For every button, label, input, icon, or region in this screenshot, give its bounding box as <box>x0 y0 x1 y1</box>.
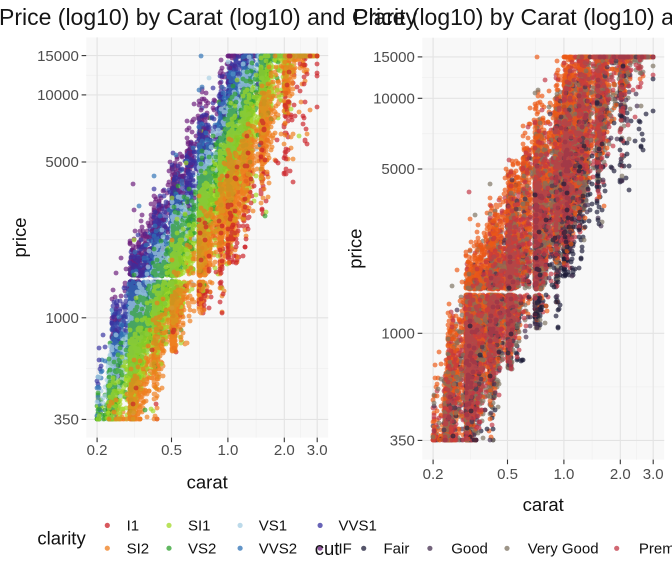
svg-text:15000: 15000 <box>37 48 79 65</box>
svg-text:cut: cut <box>315 538 340 559</box>
svg-text:IF: IF <box>339 540 352 557</box>
svg-text:VVS1: VVS1 <box>339 518 377 535</box>
svg-text:Price (log10) by Carat (log10): Price (log10) by Carat (log10) and Cut <box>353 4 672 30</box>
svg-text:1000: 1000 <box>45 310 78 327</box>
svg-text:0.5: 0.5 <box>497 466 518 483</box>
svg-text:0.5: 0.5 <box>161 442 182 459</box>
svg-text:3.0: 3.0 <box>643 466 664 483</box>
svg-text:5000: 5000 <box>381 161 414 178</box>
svg-text:Price (log10) by Carat (log10): Price (log10) by Carat (log10) and Clari… <box>0 4 418 30</box>
svg-text:10000: 10000 <box>37 87 79 104</box>
svg-text:carat: carat <box>187 472 228 493</box>
svg-text:3.0: 3.0 <box>307 442 328 459</box>
svg-text:5000: 5000 <box>45 154 78 171</box>
svg-text:SI1: SI1 <box>188 518 211 535</box>
svg-text:VS1: VS1 <box>259 518 287 535</box>
svg-text:price: price <box>345 229 366 269</box>
svg-text:1000: 1000 <box>381 326 414 343</box>
svg-text:VS2: VS2 <box>188 540 216 557</box>
svg-text:2.0: 2.0 <box>610 466 631 483</box>
svg-text:VVS2: VVS2 <box>259 540 297 557</box>
svg-text:0.2: 0.2 <box>423 466 444 483</box>
svg-text:SI2: SI2 <box>127 540 150 557</box>
svg-text:Good: Good <box>451 541 488 558</box>
svg-text:Very Good: Very Good <box>528 541 599 558</box>
svg-text:350: 350 <box>390 433 415 450</box>
svg-text:I1: I1 <box>127 518 140 535</box>
svg-text:price: price <box>9 217 30 257</box>
svg-text:1.0: 1.0 <box>553 466 574 483</box>
svg-text:1.0: 1.0 <box>217 442 238 459</box>
svg-text:clarity: clarity <box>37 527 86 548</box>
svg-text:Premium: Premium <box>639 541 672 558</box>
svg-text:Fair: Fair <box>384 541 410 558</box>
svg-text:350: 350 <box>54 412 79 429</box>
svg-text:2.0: 2.0 <box>274 442 295 459</box>
svg-text:carat: carat <box>523 494 564 515</box>
svg-text:15000: 15000 <box>373 49 415 66</box>
svg-text:0.2: 0.2 <box>87 442 108 459</box>
svg-text:10000: 10000 <box>373 91 415 108</box>
